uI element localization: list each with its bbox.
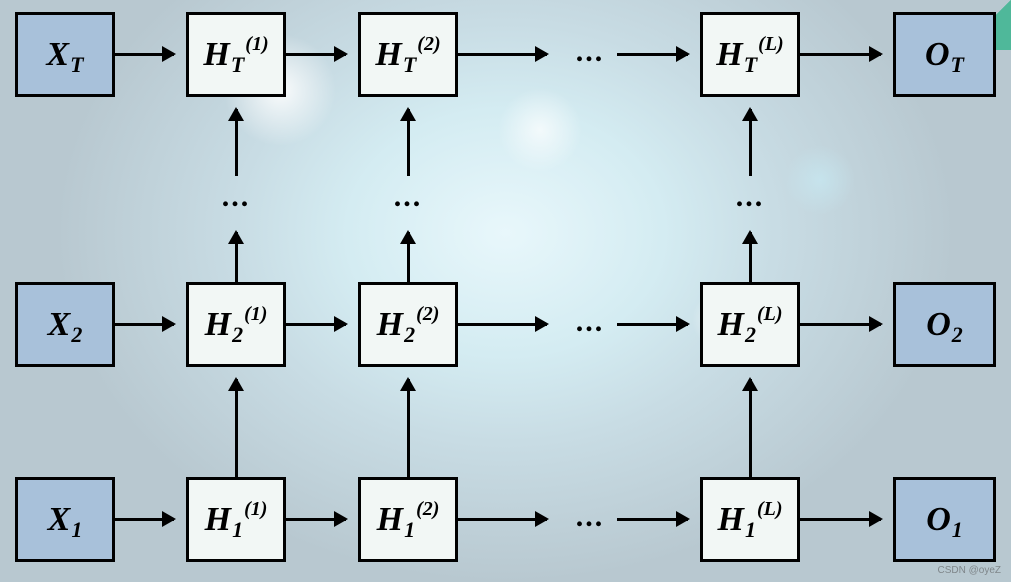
node-subscript: 1: [71, 517, 82, 543]
node-base: X: [46, 36, 69, 74]
node-superscript: (1): [245, 33, 268, 56]
hidden-node-2-(1): H2(1): [186, 282, 286, 367]
arrow-h2-ell-2: [458, 323, 547, 326]
node-subscript: 2: [71, 322, 82, 348]
node-subscript: T: [744, 52, 757, 78]
arrow-v-(2)-2-ell: [407, 232, 410, 282]
node-base: X: [48, 306, 71, 344]
node-superscript: (L): [757, 498, 783, 521]
hidden-node-2-(2): H2(2): [358, 282, 458, 367]
input-node-T: XT: [15, 12, 115, 97]
arrow-v-(1)-1-2: [235, 379, 238, 477]
node-subscript: T: [70, 52, 83, 78]
arrow-h2-ell-T: [458, 53, 547, 56]
node-superscript: (L): [758, 33, 784, 56]
ellipsis-v-(2): ...: [383, 180, 433, 214]
arrow-v-(1)-ell-T: [235, 109, 238, 176]
output-node-2: O2: [893, 282, 996, 367]
arrow-x-h1-T: [115, 53, 174, 56]
node-subscript: 1: [952, 517, 963, 543]
node-subscript: 1: [404, 517, 415, 543]
node-base: H: [205, 306, 231, 344]
arrow-h1-h2-1: [286, 518, 346, 521]
arrow-v-(L)-ell-T: [749, 109, 752, 176]
node-base: X: [48, 501, 71, 539]
node-subscript: 2: [952, 322, 963, 348]
node-base: H: [377, 306, 403, 344]
node-superscript: (1): [244, 498, 267, 521]
arrow-x-h1-2: [115, 323, 174, 326]
node-subscript: T: [403, 52, 416, 78]
arrow-v-(2)-1-2: [407, 379, 410, 477]
arrow-h1-h2-2: [286, 323, 346, 326]
output-node-1: O1: [893, 477, 996, 562]
node-base: H: [205, 501, 231, 539]
node-base: O: [926, 501, 951, 539]
node-subscript: T: [951, 52, 964, 78]
node-base: H: [718, 501, 744, 539]
hidden-node-1-(2): H1(2): [358, 477, 458, 562]
watermark: CSDN @oyeZ: [938, 565, 1002, 576]
arrow-hl-o-1: [800, 518, 881, 521]
ellipsis-h-1: ...: [565, 500, 615, 534]
ellipsis-v-(L): ...: [725, 180, 775, 214]
arrow-v-(L)-2-ell: [749, 232, 752, 282]
node-subscript: 2: [404, 322, 415, 348]
hidden-node-T-(L): HT(L): [700, 12, 800, 97]
arrow-ell-hl-2: [617, 323, 688, 326]
ellipsis-h-T: ...: [565, 35, 615, 69]
ellipsis-v-(1): ...: [211, 180, 261, 214]
node-superscript: (1): [244, 303, 267, 326]
arrow-ell-hl-1: [617, 518, 688, 521]
output-node-T: OT: [893, 12, 996, 97]
hidden-node-2-(L): H2(L): [700, 282, 800, 367]
node-base: O: [925, 36, 950, 74]
node-subscript: T: [231, 52, 244, 78]
node-base: O: [926, 306, 951, 344]
node-subscript: 1: [232, 517, 243, 543]
input-node-1: X1: [15, 477, 115, 562]
hidden-node-1-(L): H1(L): [700, 477, 800, 562]
node-subscript: 2: [745, 322, 756, 348]
node-superscript: (2): [416, 303, 439, 326]
node-subscript: 1: [745, 517, 756, 543]
node-base: H: [716, 36, 742, 74]
hidden-node-1-(1): H1(1): [186, 477, 286, 562]
arrow-hl-o-2: [800, 323, 881, 326]
arrow-h1-h2-T: [286, 53, 346, 56]
node-base: H: [203, 36, 229, 74]
arrow-x-h1-1: [115, 518, 174, 521]
node-base: H: [375, 36, 401, 74]
node-base: H: [718, 306, 744, 344]
input-node-2: X2: [15, 282, 115, 367]
ellipsis-h-2: ...: [565, 305, 615, 339]
diagram-background: [0, 0, 1011, 582]
node-superscript: (2): [417, 33, 440, 56]
node-superscript: (2): [416, 498, 439, 521]
node-base: H: [377, 501, 403, 539]
arrow-v-(2)-ell-T: [407, 109, 410, 176]
arrow-hl-o-T: [800, 53, 881, 56]
arrow-v-(1)-2-ell: [235, 232, 238, 282]
arrow-ell-hl-T: [617, 53, 688, 56]
node-superscript: (L): [757, 303, 783, 326]
node-subscript: 2: [232, 322, 243, 348]
arrow-v-(L)-1-2: [749, 379, 752, 477]
hidden-node-T-(1): HT(1): [186, 12, 286, 97]
hidden-node-T-(2): HT(2): [358, 12, 458, 97]
arrow-h2-ell-1: [458, 518, 547, 521]
